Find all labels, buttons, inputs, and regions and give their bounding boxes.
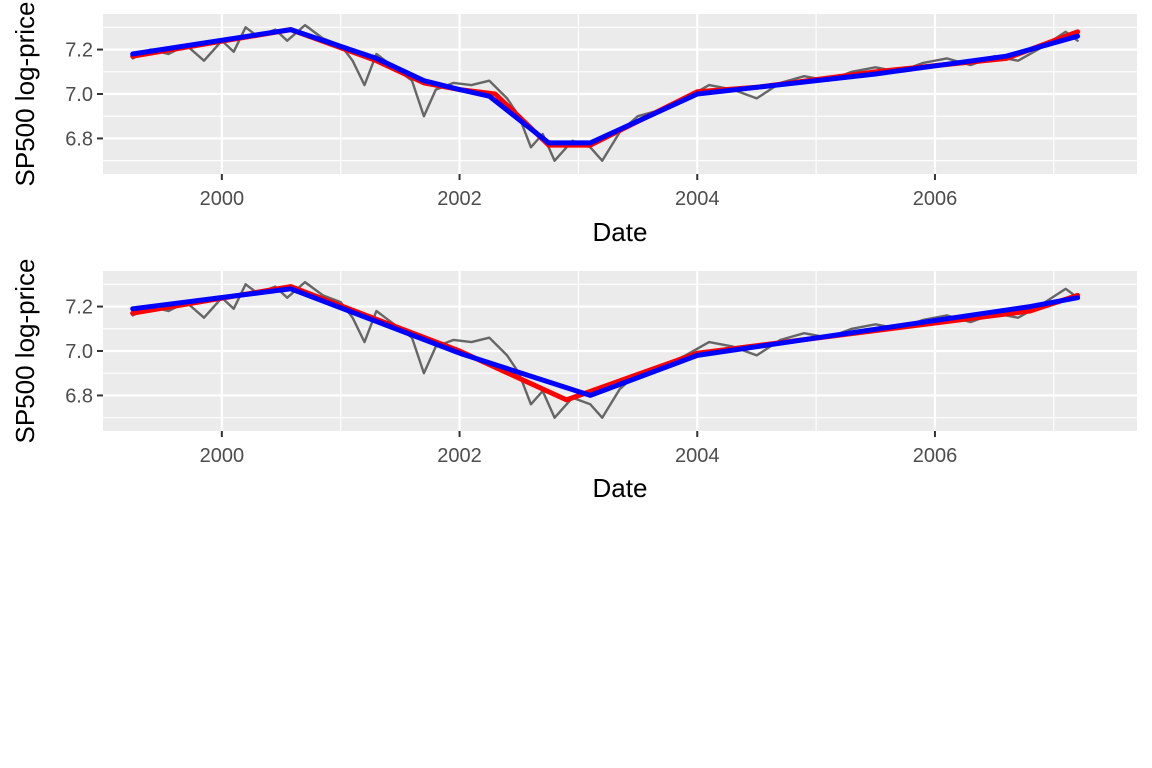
blue-fit-line — [130, 286, 1081, 398]
x-tick-label: 2002 — [437, 188, 482, 210]
y-tick-label: 7.0 — [65, 341, 93, 363]
x-axis-label: Date — [593, 473, 648, 503]
axes: 2000 2002 2004 2006 6.8 7.0 7.2 — [65, 297, 957, 467]
y-tick-label: 7.2 — [65, 297, 93, 319]
y-axis-label: SP500 log-price — [10, 259, 40, 444]
y-tick-label: 6.8 — [65, 128, 93, 150]
x-tick-label: 2006 — [913, 188, 958, 210]
series-lines — [130, 23, 1081, 162]
y-tick-label: 7.0 — [65, 84, 93, 106]
x-tick-label: 2006 — [913, 445, 958, 467]
x-tick-label: 2004 — [675, 188, 720, 210]
gridlines — [103, 271, 1137, 431]
x-tick-label: 2004 — [675, 445, 720, 467]
x-axis-label: Date — [593, 217, 648, 247]
x-tick-label: 2000 — [200, 188, 245, 210]
blue-fit-line — [130, 27, 1081, 146]
panel-top: 2000 2002 2004 2006 6.8 7.0 7.2 Date SP500 log… — [10, 2, 1137, 247]
series-lines — [130, 280, 1081, 419]
panel-bottom: 2000 2002 2004 2006 6.8 7.0 7.2 Date SP500 log… — [10, 259, 1137, 503]
x-tick-label: 2000 — [200, 445, 245, 467]
y-tick-label: 7.2 — [65, 40, 93, 62]
axes: 2000 2002 2004 2006 6.8 7.0 7.2 — [65, 40, 957, 210]
gridlines — [103, 14, 1137, 174]
y-tick-label: 6.8 — [65, 385, 93, 407]
x-tick-label: 2002 — [437, 445, 482, 467]
y-axis-label: SP500 log-price — [10, 2, 40, 187]
